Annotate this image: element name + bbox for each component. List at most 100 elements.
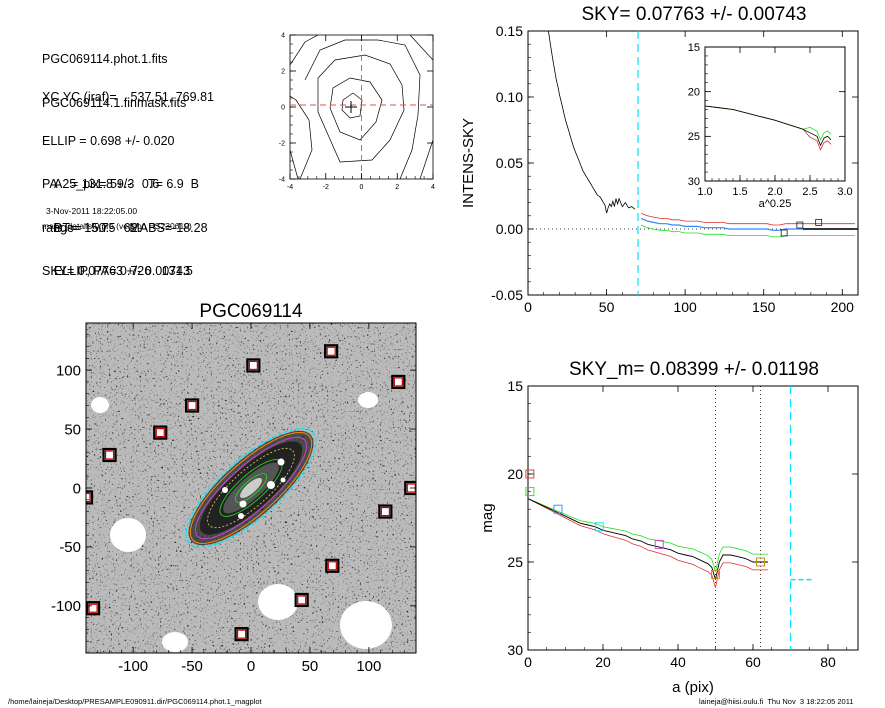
star-box-outer [102,447,117,463]
star-box-outer [404,480,416,496]
galaxy-image-panel: PGC069114 [51,301,417,675]
masked-star [239,500,247,508]
image-xtick-label: 50 [302,658,319,675]
intensity-upper-line [640,212,855,226]
mag-faint-line [527,498,768,588]
image-ytick-label: -100 [51,598,81,615]
contour-line [329,77,383,141]
masked-star [277,458,285,466]
star-box-outer [153,425,168,440]
inset-xtick-label: 1.5 [732,186,747,198]
masked-star [238,513,244,519]
star-box-inner [86,492,91,503]
contour-line [419,139,433,179]
masked-star [222,487,228,493]
star-box-outer [234,627,249,642]
contour-panel: -4 -2 0 2 4 -4 -2 0 2 4 [279,32,435,191]
isophote-ellipse [189,432,313,544]
intensity-ytick-label: 0.00 [496,221,523,237]
mag-xtick-label: 0 [524,654,532,670]
param-line: XC,YC (iraf)= 537.51, 769.81 [42,90,214,104]
mask-filename: PGC069114.1.finmask.fits [42,95,187,110]
mag-bright-line [527,498,768,572]
magnitude-frame [527,385,859,651]
info-results: A25_pix= 59.3 T= 6.9 B BT= 15.75 MABS=-1… [54,148,208,293]
star-box-inner [155,428,165,438]
inset-ytick-label: 20 [688,87,700,99]
star-box-inner [187,400,197,411]
image-ytick-label: 50 [64,421,81,438]
inset-xtick-label: 1.0 [697,186,712,198]
mag-marker-box [525,469,535,479]
star-box-outer [378,504,393,519]
masked-star [280,477,286,483]
masked-region [258,584,298,620]
star-box-outer [324,344,339,359]
image-ytick-label: -50 [59,539,81,556]
mag-xtick-label: 80 [820,654,836,670]
magnitude-plot [525,386,813,650]
galaxy-image [86,323,416,653]
contour-axis-ticks: -4 -2 0 2 4 -4 -2 0 2 4 [279,32,435,191]
sky-ellipse [185,427,317,549]
star-box-inner [104,450,115,460]
inset-xlabel: a^0.25 [759,198,792,210]
intensity-lower-line [640,224,855,238]
star-markers [86,344,416,642]
program-version: make_datalist0.pro (version HS230610) [42,221,192,231]
masked-region [110,518,146,552]
intensity-plot [528,30,858,295]
footer-path: /home/laineja/Desktop/PRESAMPLE090911.di… [8,697,262,706]
masked-stars [222,458,286,519]
star-box-outer [325,558,340,573]
intensity-ylabel: INTENS-SKY [460,118,477,208]
image-xtick-label: 0 [247,658,255,675]
sky-sample-box [780,229,788,237]
star-box-outer [86,490,94,505]
mag-xtick-label: 60 [745,654,761,670]
mag-ytick-label: 20 [507,466,523,482]
intensity-xtick-label: 150 [752,299,776,315]
inset-ytick-label: 30 [688,176,700,188]
inset-profile-line [704,105,832,147]
sky-title: SKY= 0.07763 +/- 0.00743 [581,4,806,25]
contour-line [290,95,313,179]
contour-line [409,35,433,61]
image-xtick-label: -100 [118,658,148,675]
contour-ytick-label: -4 [279,176,285,183]
result-line: ELLIP, PA= 0.726 131.5 [54,264,193,278]
star-box-outer [184,398,200,413]
mag-ytick-label: 25 [507,554,523,570]
intensity-ytick-label: 0.05 [496,155,523,171]
star-box-inner [326,346,336,356]
inset-panel: 1.0 1.5 2.0 2.5 3.0 15 20 25 30 a^0.25 [688,42,853,210]
mag-xlabel: a (pix) [672,679,714,696]
param-line: range= 50.- 62. [42,220,142,235]
contour-ytick-label: 2 [281,68,285,75]
star-box-outer [391,374,406,390]
image-xtick-label: -50 [181,658,203,675]
intensity-ytick-label: 0.10 [496,89,523,105]
star-box-inner [327,561,337,571]
fits-filename: PGC069114.phot.1.fits [42,52,168,66]
intensity-panel: SKY= 0.07763 +/- 0.00743 INTENS-SKY 0 50 1… [460,4,859,315]
intensity-ytick-label: 0.15 [496,23,523,39]
star-box-outer [86,601,101,616]
isophote-ellipse [194,436,308,540]
inset-ytick-label: 25 [688,131,700,143]
star-box-inner [393,377,403,387]
masked-region [91,397,109,413]
info-header: PGC069114.phot.1.fits PGC069114.1.finmas… [42,23,186,125]
star-box-inner [248,360,258,371]
contour-xtick-label: -2 [323,184,329,191]
mag-marker-box [553,504,563,514]
footer-user: laineja@hiisi.oulu.fi Thu Nov 3 18:22:05… [699,697,854,706]
intensity-profile-line [548,30,636,214]
intensity-xtick-label: 200 [831,299,855,315]
result-line: BT= 15.75 MABS=-18.28 [54,220,208,235]
inset-axis-ticks: 1.0 1.5 2.0 2.5 3.0 15 20 25 30 [688,42,853,198]
mag-marker-box [594,522,604,532]
contour-line [290,149,299,179]
inset-ytick-label: 15 [688,42,700,54]
mag-ytick-label: 30 [507,642,523,658]
